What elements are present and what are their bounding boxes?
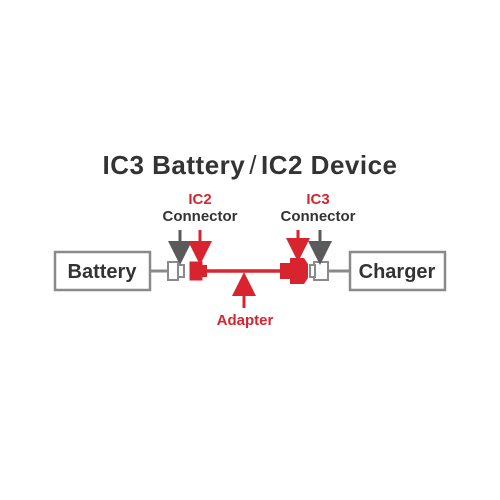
diagram-svg: Battery Charger: [0, 0, 500, 500]
charger-box-label: Charger: [359, 261, 436, 283]
diagram-canvas: IC3 Battery/IC2 Device IC2 Connector IC3…: [0, 0, 500, 500]
battery-box-label: Battery: [68, 261, 138, 283]
red-ic2-connector: [190, 262, 207, 280]
red-ic3-connector: [280, 258, 308, 284]
gray-connector-right: [310, 262, 328, 280]
gray-connector-left: [168, 262, 184, 280]
